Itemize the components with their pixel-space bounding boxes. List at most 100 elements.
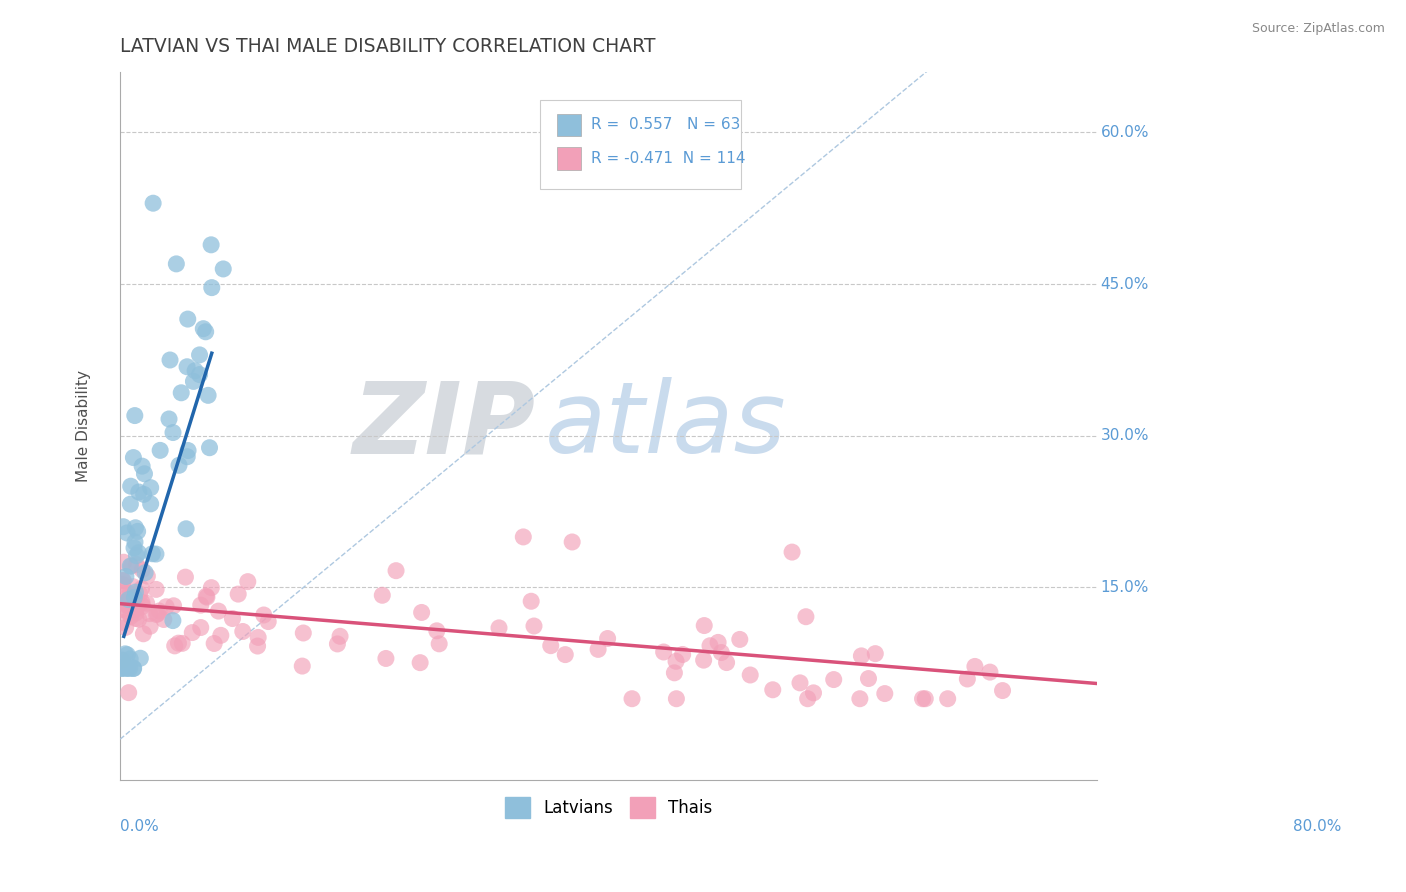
Point	[190, 598, 212, 612]
Point	[195, 589, 218, 603]
Point	[146, 607, 169, 621]
Point	[145, 582, 167, 597]
Point	[114, 661, 136, 675]
Point	[132, 487, 155, 501]
Point	[125, 549, 148, 563]
Point	[111, 595, 134, 609]
Point	[127, 546, 149, 560]
Point	[125, 602, 148, 616]
Point	[956, 672, 979, 686]
Point	[111, 661, 134, 675]
Point	[138, 607, 160, 621]
Point	[794, 609, 817, 624]
Point	[115, 597, 138, 611]
Point	[122, 541, 145, 555]
Point	[707, 635, 730, 649]
Point	[145, 547, 167, 561]
Point	[159, 353, 181, 368]
Point	[128, 485, 150, 500]
Point	[122, 588, 145, 602]
Point	[167, 636, 190, 650]
Point	[122, 580, 145, 594]
Point	[411, 606, 433, 620]
Point	[195, 590, 218, 604]
Point	[125, 558, 148, 572]
Point	[177, 312, 200, 326]
Point	[124, 585, 146, 599]
Point	[155, 599, 177, 614]
Point	[118, 599, 141, 614]
Point	[803, 686, 825, 700]
Text: Source: ZipAtlas.com: Source: ZipAtlas.com	[1251, 22, 1385, 36]
Point	[184, 364, 207, 378]
Point	[200, 237, 222, 252]
Point	[120, 559, 142, 574]
Point	[111, 615, 134, 630]
Point	[991, 683, 1014, 698]
Point	[427, 637, 450, 651]
Point	[292, 626, 315, 640]
Point	[780, 545, 803, 559]
Point	[124, 535, 146, 549]
Point	[692, 653, 714, 667]
Point	[141, 547, 163, 561]
Point	[554, 648, 576, 662]
Point	[596, 632, 619, 646]
Text: R =  0.557   N = 63: R = 0.557 N = 63	[592, 118, 741, 132]
Point	[115, 569, 138, 583]
Point	[652, 645, 675, 659]
Text: atlas: atlas	[546, 377, 787, 475]
Point	[148, 604, 170, 618]
Point	[212, 262, 235, 277]
Point	[124, 606, 146, 620]
Point	[198, 441, 221, 455]
Point	[221, 611, 243, 625]
Point	[914, 691, 936, 706]
Point	[200, 581, 222, 595]
Point	[197, 388, 219, 402]
Point	[117, 605, 139, 619]
Point	[176, 450, 198, 464]
Point	[124, 591, 146, 605]
Point	[796, 691, 818, 706]
Point	[409, 656, 432, 670]
Point	[120, 559, 142, 574]
Point	[561, 535, 583, 549]
Point	[163, 639, 186, 653]
Point	[488, 621, 510, 635]
Point	[849, 691, 872, 706]
Point	[139, 481, 162, 495]
Point	[118, 587, 141, 601]
Point	[111, 653, 134, 667]
Point	[257, 615, 280, 629]
Point	[145, 607, 167, 622]
Point	[174, 522, 197, 536]
Point	[131, 563, 153, 577]
Point	[125, 611, 148, 625]
Point	[523, 619, 546, 633]
Point	[149, 443, 172, 458]
FancyBboxPatch shape	[557, 147, 582, 170]
Point	[181, 625, 204, 640]
Point	[120, 497, 142, 511]
Point	[114, 647, 136, 661]
Point	[183, 375, 205, 389]
Point	[190, 621, 212, 635]
Point	[710, 646, 733, 660]
Point	[131, 459, 153, 474]
Point	[131, 582, 153, 596]
Text: 30.0%: 30.0%	[1101, 428, 1149, 443]
Point	[193, 321, 215, 335]
Point	[136, 569, 159, 583]
Point	[152, 613, 174, 627]
Point	[520, 594, 543, 608]
Point	[115, 525, 138, 540]
Point	[112, 519, 135, 533]
Point	[371, 588, 394, 602]
Point	[127, 524, 149, 539]
Point	[374, 651, 396, 665]
Point	[858, 672, 880, 686]
Point	[176, 359, 198, 374]
Text: Male Disability: Male Disability	[76, 369, 90, 482]
Point	[207, 604, 229, 618]
